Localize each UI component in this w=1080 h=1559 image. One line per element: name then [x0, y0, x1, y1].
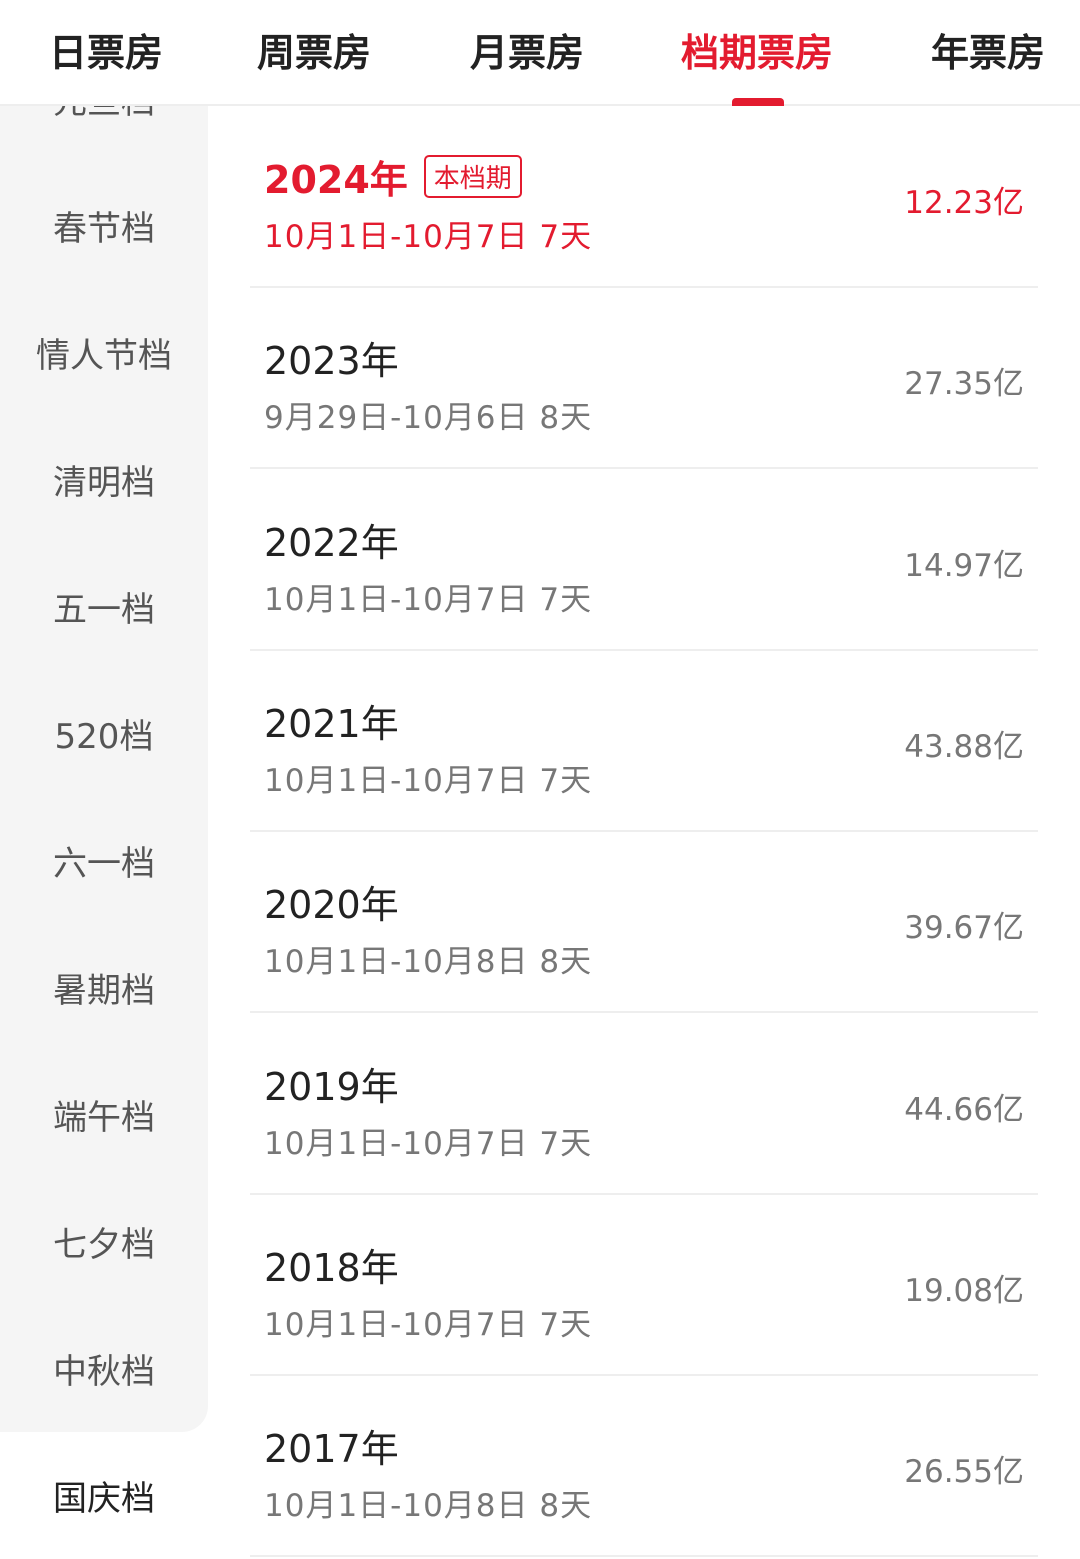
date-range: 10月1日-10月7日 7天 [264, 762, 593, 799]
box-office-value: 12.23亿 [904, 185, 1024, 221]
date-range: 10月1日-10月7日 7天 [264, 1306, 593, 1343]
current-season-badge: 本档期 [423, 155, 522, 198]
box-office-value: 26.55亿 [904, 1454, 1024, 1491]
tab-yearly[interactable]: 年票房 [930, 31, 1046, 75]
tab-bar: 日票房 周票房 月票房 档期票房 年票房 [0, 0, 1080, 106]
date-range: 10月1日-10月8日 8天 [264, 944, 593, 981]
sidebar-item[interactable]: 情人节档 [0, 289, 208, 416]
year-label: 2017年 [264, 1418, 399, 1473]
season-row[interactable]: 2019年 10月1日-10月7日 7天 44.66亿 [250, 1014, 1038, 1195]
tab-weekly[interactable]: 周票房 [256, 31, 372, 75]
season-row[interactable]: 2017年 10月1日-10月8日 8天 26.55亿 [250, 1376, 1038, 1558]
season-row[interactable]: 2020年 10月1日-10月8日 8天 39.67亿 [250, 832, 1038, 1014]
active-tab-indicator [732, 98, 784, 106]
season-row[interactable]: 2023年 9月29日-10月6日 8天 27.35亿 [250, 288, 1038, 470]
year-label: 2019年 [264, 1056, 399, 1111]
year-label: 2018年 [264, 1237, 399, 1292]
date-range: 10月1日-10月7日 7天 [264, 1125, 593, 1162]
date-range: 9月29日-10月6日 8天 [264, 400, 593, 437]
sidebar-item[interactable]: 春节档 [0, 162, 208, 289]
box-office-value: 39.67亿 [904, 910, 1024, 947]
date-range: 10月1日-10月7日 7天 [264, 581, 593, 618]
sidebar-item[interactable]: 暑期档 [0, 924, 208, 1051]
year-text: 2017年 [264, 1427, 399, 1472]
box-office-value: 27.35亿 [904, 366, 1024, 403]
season-row[interactable]: 2021年 10月1日-10月7日 7天 43.88亿 [250, 651, 1038, 832]
tab-daily[interactable]: 日票房 [48, 31, 164, 75]
year-label: 2023年 [264, 330, 399, 385]
year-label: 2024年 本档期 [264, 149, 522, 204]
date-range: 10月1日-10月7日 7天 [264, 219, 593, 255]
sidebar-item[interactable]: 七夕档 [0, 1178, 208, 1305]
sidebar-item[interactable]: 五一档 [0, 543, 208, 670]
sidebar-item[interactable]: 六一档 [0, 797, 208, 924]
season-row[interactable]: 2022年 10月1日-10月7日 7天 14.97亿 [250, 470, 1038, 651]
year-text: 2023年 [264, 339, 399, 384]
year-label: 2020年 [264, 874, 399, 929]
year-text: 2021年 [264, 701, 399, 746]
box-office-value: 14.97亿 [904, 547, 1024, 584]
sidebar-item[interactable]: 国庆档 [0, 1432, 208, 1559]
box-office-value: 44.66亿 [904, 1091, 1024, 1128]
year-text: 2022年 [264, 520, 399, 565]
sidebar-item[interactable]: 端午档 [0, 1051, 208, 1178]
year-label: 2021年 [264, 693, 399, 748]
sidebar-item[interactable]: 清明档 [0, 416, 208, 543]
sidebar-item[interactable]: 520档 [0, 670, 208, 797]
year-text: 2024年 [264, 158, 408, 202]
year-text: 2020年 [264, 883, 399, 928]
year-label: 2022年 [264, 512, 399, 567]
tab-monthly[interactable]: 月票房 [469, 31, 585, 75]
year-text: 2019年 [264, 1064, 399, 1109]
tab-season[interactable]: 档期票房 [680, 31, 834, 75]
box-office-value: 19.08亿 [904, 1272, 1024, 1309]
season-row[interactable]: 2018年 10月1日-10月7日 7天 19.08亿 [250, 1195, 1038, 1376]
date-range: 10月1日-10月8日 8天 [264, 1488, 593, 1525]
box-office-value: 43.88亿 [904, 728, 1024, 765]
category-sidebar: 元旦档春节档情人节档清明档五一档520档六一档暑期档端午档七夕档中秋档国庆档 [0, 0, 208, 1559]
year-text: 2018年 [264, 1245, 399, 1290]
sidebar-item[interactable]: 中秋档 [0, 1305, 208, 1432]
season-row[interactable]: 2024年 本档期 10月1日-10月7日 7天 12.23亿 [250, 107, 1038, 288]
